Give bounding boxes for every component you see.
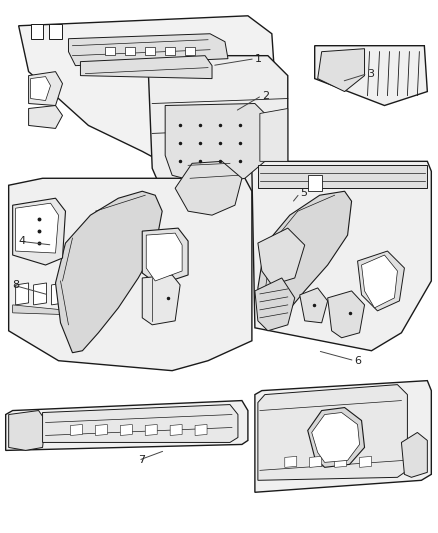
Text: 4: 4 [19, 236, 26, 246]
Polygon shape [16, 283, 28, 305]
Text: 2: 2 [262, 91, 269, 101]
Polygon shape [95, 424, 107, 435]
Polygon shape [195, 424, 207, 435]
Polygon shape [145, 424, 157, 435]
Polygon shape [258, 191, 352, 325]
Polygon shape [68, 34, 228, 66]
Polygon shape [401, 432, 427, 478]
Polygon shape [165, 47, 175, 55]
Polygon shape [31, 24, 42, 39]
Polygon shape [308, 175, 321, 191]
Polygon shape [142, 228, 188, 285]
Polygon shape [175, 161, 242, 215]
Polygon shape [258, 228, 305, 285]
Polygon shape [357, 251, 404, 311]
Polygon shape [145, 47, 155, 55]
Polygon shape [252, 161, 431, 351]
Polygon shape [13, 198, 66, 265]
Polygon shape [28, 106, 63, 128]
Polygon shape [258, 385, 407, 480]
Polygon shape [300, 288, 328, 323]
Polygon shape [34, 283, 46, 305]
Polygon shape [49, 24, 63, 39]
Polygon shape [106, 47, 115, 55]
Polygon shape [258, 165, 427, 188]
Polygon shape [19, 16, 275, 158]
Polygon shape [9, 273, 75, 321]
Polygon shape [16, 203, 59, 253]
Polygon shape [314, 46, 427, 106]
Polygon shape [285, 456, 297, 467]
Polygon shape [328, 291, 364, 338]
Polygon shape [125, 47, 135, 55]
Polygon shape [71, 424, 82, 435]
Polygon shape [310, 456, 321, 467]
Polygon shape [146, 233, 182, 281]
Text: 7: 7 [138, 455, 145, 465]
Text: 6: 6 [355, 356, 361, 366]
Polygon shape [52, 283, 64, 305]
Polygon shape [165, 103, 265, 185]
Text: 3: 3 [367, 69, 374, 78]
Polygon shape [81, 55, 212, 78]
Polygon shape [260, 109, 288, 161]
Polygon shape [318, 49, 364, 92]
Polygon shape [31, 77, 50, 101]
Polygon shape [308, 408, 364, 467]
Polygon shape [142, 275, 180, 325]
Text: 1: 1 [255, 54, 262, 63]
Polygon shape [185, 47, 195, 55]
Polygon shape [120, 424, 132, 435]
Polygon shape [56, 191, 162, 353]
Polygon shape [42, 405, 238, 442]
Polygon shape [312, 413, 360, 462]
Polygon shape [9, 178, 252, 370]
Polygon shape [335, 456, 346, 467]
Polygon shape [6, 401, 248, 450]
Polygon shape [148, 55, 288, 215]
Polygon shape [255, 381, 431, 492]
Polygon shape [255, 278, 295, 331]
Polygon shape [360, 456, 371, 467]
Polygon shape [9, 410, 46, 450]
Polygon shape [28, 71, 63, 106]
Polygon shape [361, 255, 397, 308]
Polygon shape [170, 424, 182, 435]
Text: 8: 8 [13, 280, 20, 290]
Polygon shape [13, 305, 72, 315]
Text: 5: 5 [300, 188, 307, 198]
